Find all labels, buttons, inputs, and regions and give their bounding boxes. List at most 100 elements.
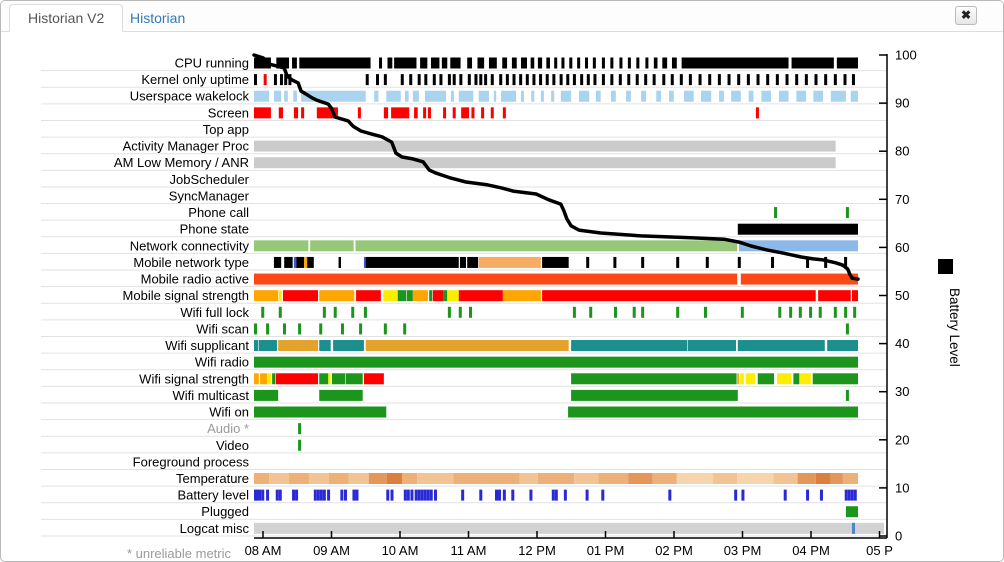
timeline-segment[interactable] [641,90,646,102]
timeline-tick[interactable] [352,489,356,501]
timeline-segment[interactable] [546,57,550,69]
timeline-tick[interactable] [741,489,745,501]
timeline-segment[interactable] [797,473,816,484]
timeline-tick[interactable] [327,489,331,501]
timeline-segment[interactable] [668,90,674,102]
timeline-segment[interactable] [254,57,271,69]
timeline-segment[interactable] [755,107,759,119]
tab-historian-v2[interactable]: Historian V2 [9,4,124,32]
timeline-tick[interactable] [429,489,433,501]
timeline-tick[interactable] [589,306,593,318]
timeline-tick[interactable] [789,306,793,318]
timeline-segment[interactable] [574,473,599,484]
timeline-segment[interactable] [254,157,836,169]
timeline-tick[interactable] [698,74,702,86]
timeline-segment[interactable] [276,57,290,69]
timeline-tick[interactable] [284,74,288,86]
timeline-segment[interactable] [447,290,459,302]
timeline-segment[interactable] [278,290,282,302]
timeline-segment[interactable] [488,57,497,69]
timeline-tick[interactable] [613,306,617,318]
timeline-segment[interactable] [293,256,297,268]
timeline-tick[interactable] [545,74,549,86]
timeline-tick[interactable] [498,489,502,501]
timeline-tick[interactable] [771,256,775,268]
timeline-tick[interactable] [795,74,799,86]
timeline-tick[interactable] [717,74,721,86]
timeline-segment[interactable] [308,473,329,484]
timeline-segment[interactable] [560,90,572,102]
timeline-segment[interactable] [676,473,714,484]
timeline-tick[interactable] [833,306,837,318]
timeline-tick[interactable] [670,74,674,86]
timeline-tick[interactable] [641,256,645,268]
timeline-segment[interactable] [778,90,789,102]
timeline-segment[interactable] [584,57,589,69]
timeline-tick[interactable] [313,489,317,501]
timeline-segment[interactable] [537,57,543,69]
timeline-segment[interactable] [592,57,596,69]
timeline-segment[interactable] [348,473,369,484]
timeline-segment[interactable] [815,473,831,484]
timeline-tick[interactable] [853,489,857,501]
timeline-tick[interactable] [627,74,631,86]
timeline-segment[interactable] [412,290,428,302]
timeline-segment[interactable] [540,90,544,102]
timeline-tick[interactable] [423,489,427,501]
timeline-tick[interactable] [618,74,622,86]
timeline-segment[interactable] [636,57,640,69]
timeline-segment[interactable] [429,290,433,302]
timeline-segment[interactable] [432,290,444,302]
timeline-tick[interactable] [505,74,509,86]
timeline-segment[interactable] [653,57,658,69]
timeline-segment[interactable] [800,373,811,385]
timeline-segment[interactable] [851,290,858,302]
timeline-tick[interactable] [282,323,286,335]
timeline-tick[interactable] [566,74,570,86]
timeline-segment[interactable] [273,90,282,102]
timeline-segment[interactable] [278,107,283,119]
timeline-tick[interactable] [845,207,849,219]
timeline-tick[interactable] [843,74,847,86]
timeline-segment[interactable] [333,340,364,352]
timeline-tick[interactable] [278,306,282,318]
timeline-tick[interactable] [853,306,857,318]
timeline-segment[interactable] [478,90,489,102]
timeline-segment[interactable] [299,57,371,69]
timeline-segment[interactable] [459,256,467,268]
timeline-tick[interactable] [798,306,802,318]
timeline-tick[interactable] [845,389,849,401]
timeline-segment[interactable] [269,473,290,484]
timeline-tick[interactable] [572,74,576,86]
timeline-segment[interactable] [684,90,694,102]
timeline-tick[interactable] [814,74,818,86]
timeline-tick[interactable] [417,489,421,501]
timeline-segment[interactable] [748,90,754,102]
timeline-tick[interactable] [613,256,617,268]
timeline-segment[interactable] [656,90,662,102]
timeline-segment[interactable] [595,90,601,102]
timeline-tick[interactable] [804,74,808,86]
timeline-tick[interactable] [635,74,639,86]
timeline-segment[interactable] [405,90,409,102]
timeline-segment[interactable] [272,373,276,385]
timeline-tick[interactable] [261,489,265,501]
timeline-tick[interactable] [319,323,323,335]
timeline-tick[interactable] [586,256,590,268]
timeline-tick[interactable] [452,74,456,86]
timeline-segment[interactable] [812,373,858,385]
timeline-segment[interactable] [427,107,431,119]
timeline-tick[interactable] [390,489,394,501]
timeline-tick[interactable] [844,489,848,501]
timeline-segment[interactable] [777,373,792,385]
timeline-tick[interactable] [775,74,779,86]
timeline-tick[interactable] [275,489,279,501]
timeline-tick[interactable] [727,74,731,86]
timeline-segment[interactable] [818,290,851,302]
timeline-tick[interactable] [365,74,369,86]
timeline-segment[interactable] [310,240,354,252]
timeline-segment[interactable] [254,140,836,152]
timeline-segment[interactable] [571,373,737,385]
timeline-segment[interactable] [610,57,614,69]
timeline-segment[interactable] [490,107,494,119]
